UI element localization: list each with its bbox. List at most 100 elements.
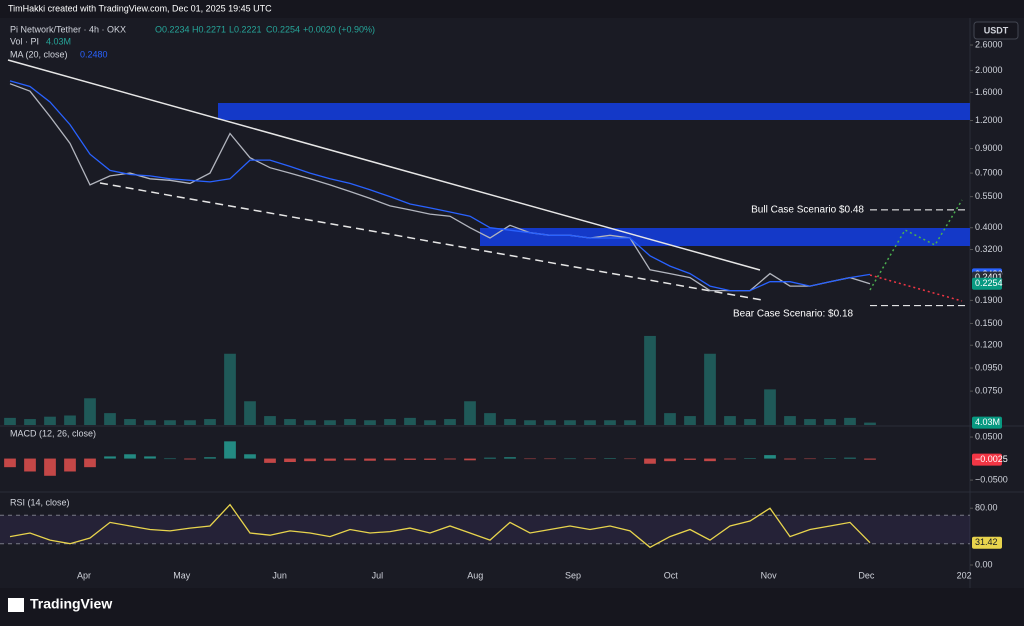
bar [44, 416, 56, 425]
bar [164, 420, 176, 425]
bar [744, 458, 756, 459]
bar [384, 419, 396, 425]
bar [284, 419, 296, 425]
currency-button[interactable] [973, 21, 1019, 40]
scenario-label: Bull Case Scenario $0.48 [751, 205, 864, 216]
y-tick-label: 0.5500 [975, 191, 1003, 201]
bar [764, 389, 776, 425]
price-tag-label: −0.0025 [975, 454, 1008, 464]
y-tick-label: 0.4000 [975, 222, 1003, 232]
x-tick-label: 202 [957, 570, 972, 580]
x-tick-label: May [173, 570, 191, 580]
price-tag-label: 31.42 [975, 537, 998, 547]
y-tick-label: 0.1200 [975, 340, 1003, 350]
y-tick-label: 0.1500 [975, 318, 1003, 328]
bar [104, 456, 116, 459]
bar [184, 458, 196, 460]
bar [444, 458, 456, 460]
bar [484, 457, 496, 459]
bar [544, 420, 556, 425]
bar [704, 458, 716, 462]
y-tick-label: 0.0950 [975, 362, 1003, 372]
bar [4, 458, 16, 468]
scenario-label: Bear Case Scenario: $0.18 [733, 308, 854, 319]
x-tick-label: Oct [664, 570, 679, 580]
y-tick-label: 0.0750 [975, 385, 1003, 395]
bar [404, 458, 416, 460]
y-tick-label: 0.7000 [975, 167, 1003, 177]
bar [344, 458, 356, 461]
bar [824, 458, 836, 459]
bar [504, 457, 516, 459]
bear-path [869, 274, 963, 302]
bar [764, 455, 776, 459]
bar [304, 458, 316, 462]
ohlc-value: C0.2254 [266, 24, 300, 34]
bar [484, 413, 496, 425]
bar [864, 458, 876, 460]
macd-legend: MACD (12, 26, close) [10, 428, 96, 438]
bar [464, 401, 476, 425]
bar [584, 458, 596, 460]
bar [364, 458, 376, 461]
x-tick-label: Nov [761, 570, 778, 580]
y-tick-label: 0.00 [975, 559, 993, 569]
bar [844, 457, 856, 459]
attribution: TimHakki created with TradingView.com, D… [8, 3, 272, 13]
bar [124, 419, 136, 425]
bar [264, 458, 276, 463]
bar [284, 458, 296, 463]
x-tick-label: Aug [467, 570, 483, 580]
bar [364, 420, 376, 425]
bar [664, 458, 676, 462]
bar [84, 458, 96, 468]
bar [724, 458, 736, 460]
plot-layer: O0.2234 H0.2271 L0.2221 C0.2254 +0.0020 (+0.… [0, 24, 1008, 580]
bar [224, 353, 236, 425]
ohlc-value: L0.2221 [229, 24, 262, 34]
bar [684, 458, 696, 460]
bar [64, 458, 76, 472]
volume-legend: Vol · PI [10, 36, 39, 46]
bar [544, 458, 556, 460]
resistance-zone [218, 103, 970, 120]
bar [564, 420, 576, 425]
trend-line [7, 59, 761, 271]
bar [644, 335, 656, 425]
series-line [9, 80, 871, 292]
y-tick-label: −0.0500 [975, 474, 1008, 484]
x-tick-label: Dec [858, 570, 875, 580]
bar [524, 420, 536, 425]
bar [64, 415, 76, 425]
bar [424, 420, 436, 425]
bar [384, 458, 396, 461]
ma-legend-value: 0.2480 [80, 49, 108, 59]
bar [344, 419, 356, 425]
bar [724, 416, 736, 425]
bar [24, 419, 36, 425]
bar [664, 413, 676, 425]
price-tag [972, 536, 1002, 549]
bar [144, 456, 156, 459]
bar [564, 458, 576, 460]
y-tick-label: 0.3200 [975, 244, 1003, 254]
ohlc-value: +0.0020 (+0.90%) [303, 24, 375, 34]
bar [144, 420, 156, 425]
bar [624, 458, 636, 460]
bar [804, 419, 816, 425]
bar [4, 417, 16, 425]
y-tick-label: 2.6000 [975, 39, 1003, 49]
rsi-legend: RSI (14, close) [10, 497, 70, 507]
bar [744, 419, 756, 425]
ohlc-value: O0.2234 [155, 24, 190, 34]
y-tick-label: 0.0500 [975, 431, 1003, 441]
support-line [99, 182, 763, 301]
price-tag [972, 277, 1002, 290]
bar [324, 420, 336, 425]
series-line [9, 503, 871, 549]
bar [204, 457, 216, 459]
x-tick-label: Apr [77, 570, 91, 580]
bull-path [869, 199, 963, 291]
currency-label[interactable]: USDT [984, 25, 1009, 35]
